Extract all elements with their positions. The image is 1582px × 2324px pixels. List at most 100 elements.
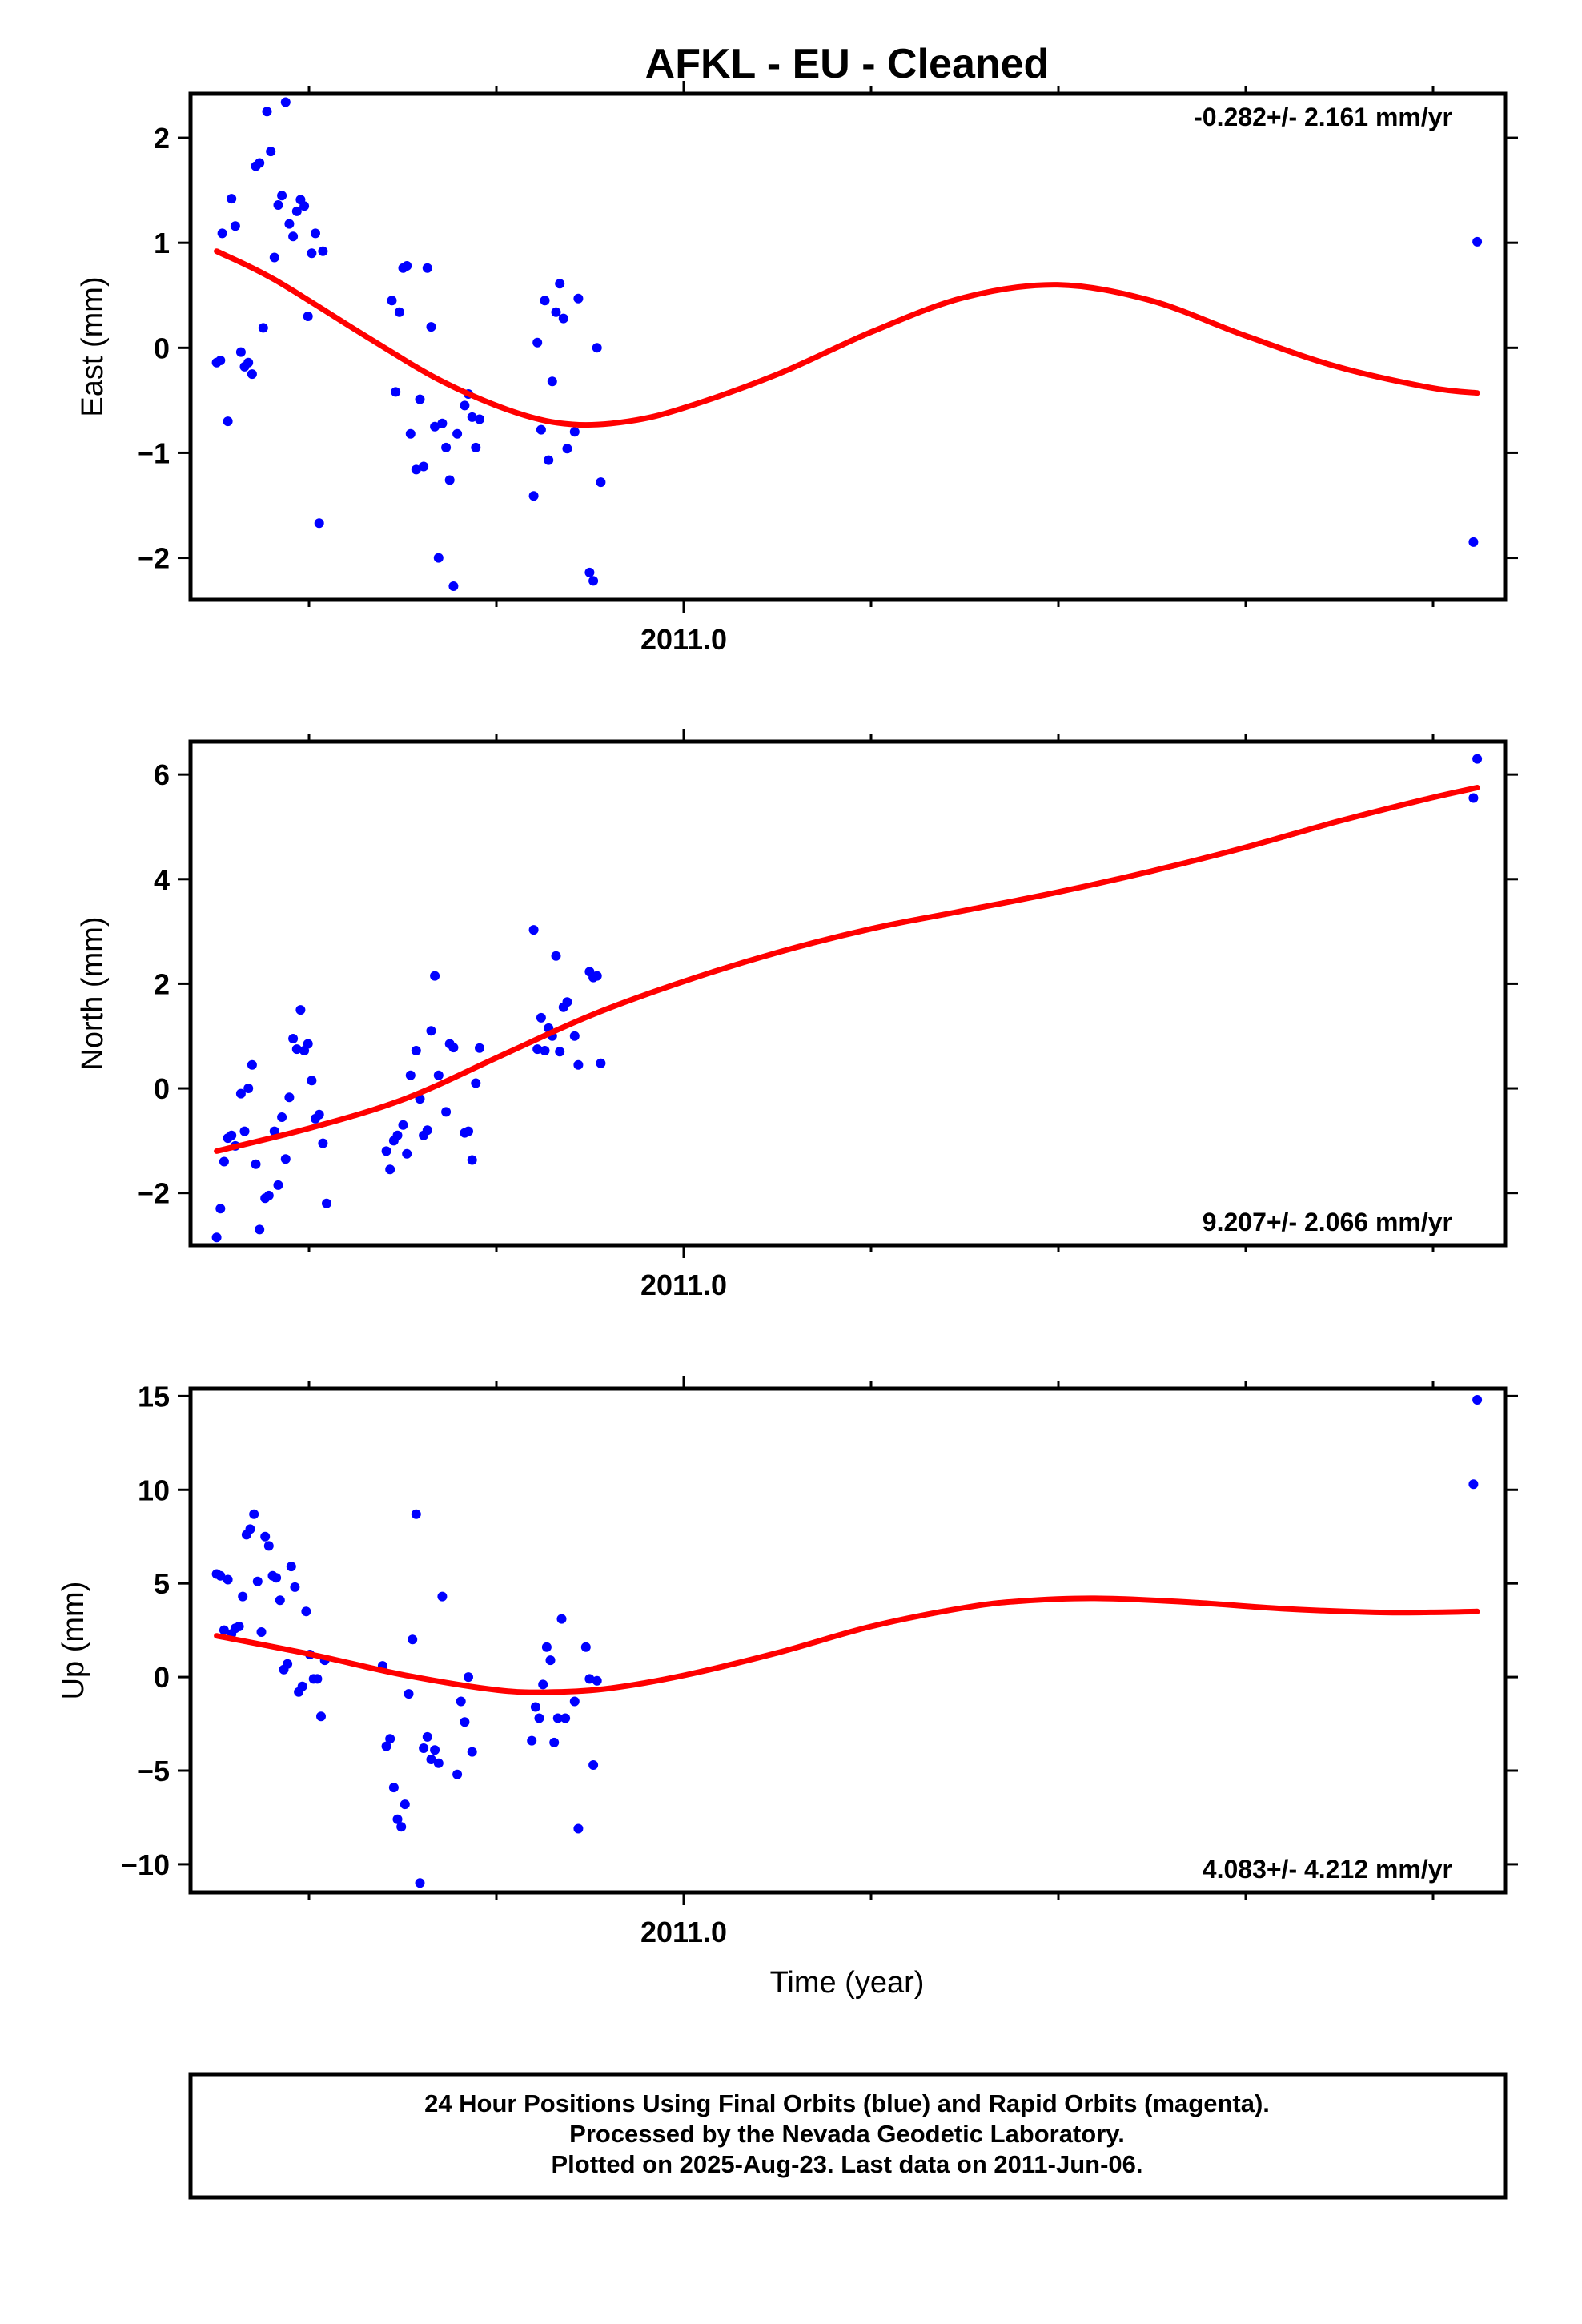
up-y-tick-label: 10 [138, 1474, 170, 1506]
east-data-point [562, 444, 572, 454]
east-rate-label: -0.282+/- 2.161 mm/yr [1194, 103, 1452, 131]
east-data-point [318, 246, 328, 256]
east-data-point [467, 412, 477, 422]
up-data-point [588, 1760, 599, 1770]
east-y-tick-label: 0 [154, 332, 170, 364]
up-data-point [560, 1713, 571, 1723]
north-data-point [592, 971, 602, 981]
north-data-point [464, 1126, 473, 1136]
north-data-point [280, 1154, 291, 1164]
east-data-point [223, 416, 233, 427]
east-data-point [288, 231, 299, 242]
up-data-point [411, 1509, 421, 1519]
up-y-axis-label: Up (mm) [57, 1582, 90, 1700]
up-data-point [584, 1674, 595, 1684]
up-data-point [408, 1634, 418, 1645]
east-data-point [235, 347, 246, 357]
up-data-point [245, 1524, 255, 1534]
east-data-point [460, 400, 470, 411]
up-data-point [460, 1717, 470, 1727]
north-data-point [227, 1130, 237, 1140]
up-data-point [1468, 1479, 1479, 1490]
north-data-point [467, 1155, 477, 1165]
up-data-point [430, 1745, 440, 1755]
up-data-point [275, 1595, 285, 1606]
north-data-point [1472, 754, 1483, 764]
up-data-point [452, 1769, 463, 1779]
east-y-tick-label: −2 [137, 542, 170, 575]
north-y-tick-label: 0 [154, 1072, 170, 1105]
east-data-point [547, 376, 557, 387]
north-data-point [441, 1107, 452, 1117]
east-data-point [448, 581, 459, 591]
north-data-point [573, 1059, 584, 1070]
east-data-point [402, 261, 412, 271]
up-data-point [437, 1591, 448, 1602]
up-data-point [234, 1622, 244, 1631]
north-data-point [263, 1190, 274, 1200]
up-data-point [286, 1562, 296, 1572]
up-data-point [392, 1814, 403, 1824]
up-data-point [545, 1655, 556, 1666]
up-data-point [290, 1582, 300, 1592]
east-data-point [247, 369, 257, 380]
north-data-point [398, 1120, 408, 1130]
east-data-point [215, 356, 226, 365]
north-data-point [288, 1034, 299, 1043]
panel-east: 2011.0 2 1 0 −1 −2 East (mm) -0.282+/- 2.161 mm… [76, 81, 1518, 656]
north-y-tick-label: 4 [154, 863, 170, 896]
up-x-tick-label: 2011.0 [640, 1916, 727, 1948]
north-data-point [307, 1076, 317, 1086]
east-data-point [217, 228, 227, 239]
up-data-point [527, 1735, 537, 1746]
east-data-point [391, 387, 401, 397]
up-y-tick-label: 5 [154, 1567, 170, 1600]
north-y-tick-label: −2 [137, 1177, 170, 1210]
east-data-point [230, 221, 240, 231]
caption-line-1: 24 Hour Positions Using Final Orbits (bl… [424, 2089, 1270, 2117]
east-data-point [284, 219, 295, 229]
north-data-point [284, 1092, 295, 1103]
north-data-point [433, 1070, 444, 1080]
north-data-point [422, 1125, 432, 1136]
east-data-point [452, 428, 463, 439]
east-x-tick-label: 2011.0 [640, 623, 727, 656]
up-data-point [404, 1689, 414, 1699]
north-data-point [569, 1031, 580, 1041]
north-plot-frame [188, 739, 1508, 1248]
north-data-point [215, 1204, 226, 1214]
up-data-point [569, 1696, 580, 1707]
east-data-point [532, 337, 543, 348]
up-data-point [400, 1799, 410, 1810]
north-data-point [291, 1044, 302, 1055]
up-data-point [419, 1743, 429, 1753]
east-y-axis-label: East (mm) [76, 276, 110, 416]
chart-title: AFKL - EU - Cleaned [645, 41, 1050, 87]
up-data-point [263, 1541, 274, 1551]
north-data-point [295, 1005, 306, 1015]
east-data-point [540, 296, 550, 306]
north-data-point [247, 1059, 257, 1070]
north-data-point [562, 997, 572, 1007]
north-data-point [402, 1148, 412, 1159]
east-data-point [291, 206, 302, 216]
east-data-point [555, 279, 565, 289]
east-data-point [536, 424, 546, 435]
east-data-point [588, 576, 599, 586]
north-data-point [532, 1044, 543, 1055]
east-data-point [277, 191, 287, 201]
north-data-point [448, 1043, 459, 1053]
north-data-point [273, 1180, 283, 1190]
east-data-point [273, 200, 283, 210]
east-data-point [405, 428, 416, 439]
up-data-point [426, 1755, 436, 1764]
up-y-tick-label: −5 [137, 1755, 170, 1787]
east-data-point [584, 567, 595, 577]
north-data-point [405, 1070, 416, 1080]
east-data-point [258, 323, 268, 333]
north-data-point [411, 1046, 421, 1055]
caption-line-3: Plotted on 2025-Aug-23. Last data on 201… [551, 2150, 1142, 2178]
north-data-point [475, 1043, 484, 1053]
east-data-point [433, 553, 444, 563]
north-data-point [385, 1164, 396, 1175]
